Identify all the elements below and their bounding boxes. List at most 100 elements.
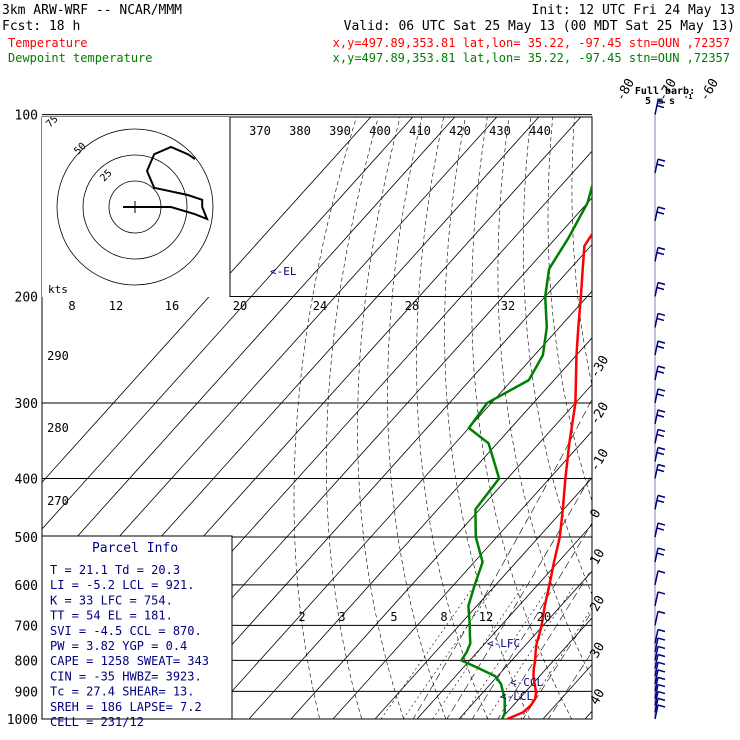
isotherm-label: 10 [587, 547, 608, 568]
wind-barb [654, 494, 666, 510]
theta-label: 290 [47, 349, 69, 363]
pressure-tick-label: 700 [15, 619, 38, 634]
wind-barb [654, 669, 666, 685]
dewpoint-location: x,y=497.89,353.81 lat,lon= 35.22, -97.45… [333, 51, 730, 65]
pressure-tick-label: 800 [15, 654, 38, 669]
wind-barb [654, 591, 666, 607]
wind-barb [654, 637, 666, 653]
valid-time: Valid: 06 UTC Sat 25 May 13 (00 MDT Sat … [344, 19, 735, 34]
dry-adiabat-line [618, 115, 740, 732]
parcel-info-row: CIN = -35 HWBZ= 3923. [50, 669, 202, 683]
pressure-tick-label: 400 [15, 472, 38, 487]
hodograph-axis-label: 8 [68, 299, 75, 313]
theta-label: 400 [369, 124, 391, 138]
parcel-info-row: K = 33 LFC = 754. [50, 593, 173, 607]
isotherm-line [42, 117, 414, 530]
theta-label: 410 [409, 124, 431, 138]
mixing-ratio-label: 2 [298, 610, 305, 624]
wind-barb [654, 409, 666, 425]
pressure-tick-label: 300 [15, 397, 38, 412]
hodograph-units: kts [48, 283, 68, 296]
isotherm-line [500, 617, 592, 719]
isotherm-label: -20 [587, 400, 612, 428]
moist-adiabat-line [446, 473, 592, 719]
mixing-ratio-label: 8 [440, 610, 447, 624]
dry-adiabat-line [662, 115, 740, 732]
wind-barb [654, 610, 666, 626]
mixing-ratio-line [380, 584, 476, 719]
dry-adiabat-line [444, 117, 531, 719]
wind-barb [654, 690, 666, 706]
wind-barb [654, 99, 666, 115]
wind-barb [654, 158, 666, 174]
temperature-profile [506, 231, 592, 719]
hodograph-axis-label: 28 [405, 299, 419, 313]
isotherm-line [290, 383, 592, 719]
wind-barb [654, 522, 666, 538]
barb-key-sup: -1 [684, 93, 692, 101]
moist-adiabat-line [471, 522, 592, 719]
isotherm-line [627, 115, 740, 719]
theta-label: 270 [47, 494, 69, 508]
parcel-info-row: CAPE = 1258 SWEAT= 343 [50, 654, 209, 668]
theta-label: 420 [449, 124, 471, 138]
temperature-location: x,y=497.89,353.81 lat,lon= 35.22, -97.45… [333, 36, 730, 50]
parcel-info-row: LI = -5.2 LCL = 921. [50, 578, 195, 592]
hodograph-ring [56, 128, 214, 286]
moist-adiabat-line [412, 398, 592, 719]
parcel-info-row: Tc = 27.4 SHEAR= 13. [50, 685, 195, 699]
pressure-tick-label: 500 [15, 531, 38, 546]
mixing-ratio-label: 5 [390, 610, 397, 624]
dry-adiabat-line [293, 117, 357, 719]
dry-adiabat-line [357, 117, 405, 719]
theta-label: 370 [249, 124, 271, 138]
wind-barb [654, 206, 666, 222]
dewpoint-profile [460, 181, 592, 719]
wind-barb [654, 628, 666, 644]
isotherm-label: 40 [587, 687, 608, 708]
hodograph-ring [82, 154, 188, 260]
dry-adiabat-line [387, 117, 447, 719]
moist-adiabat-line [547, 651, 592, 719]
wind-barb [654, 570, 666, 586]
isotherm-line [458, 570, 592, 719]
isotherm-line [206, 290, 592, 719]
isotherm-label: -60 [697, 76, 722, 104]
theta-label: 380 [289, 124, 311, 138]
wind-barb [654, 683, 666, 699]
isotherm-line [248, 337, 592, 719]
pressure-tick-label: 200 [15, 291, 38, 306]
moist-adiabat-line [497, 567, 592, 719]
wind-barb [654, 547, 666, 563]
wind-barb [654, 365, 666, 381]
wind-barb [654, 446, 666, 462]
hodograph-axis-label: 20 [233, 299, 247, 313]
dry-adiabat-line [547, 117, 592, 502]
wind-barb [654, 463, 666, 479]
wind-barb [654, 312, 666, 328]
dry-adiabat-line [727, 115, 740, 732]
theta-label: 430 [489, 124, 511, 138]
model-title: 3km ARW-WRF -- NCAR/MMM [2, 3, 182, 18]
lcl-marker: <-LCL [500, 690, 533, 703]
mixing-ratio-label: 20 [537, 610, 551, 624]
el-marker: <-EL [270, 265, 297, 278]
mixing-ratio-line [520, 607, 592, 719]
dry-adiabat-line [471, 117, 573, 719]
init-time: Init: 12 UTC Fri 24 May 13 [532, 3, 736, 18]
theta-label: 440 [529, 124, 551, 138]
wind-barb [654, 246, 666, 262]
wind-barb [654, 340, 666, 356]
hodograph-axis-label: 12 [109, 299, 123, 313]
dry-adiabat-line [595, 115, 740, 732]
hodograph-trace [123, 145, 209, 221]
isotherm-line [669, 115, 740, 719]
parcel-info-panel [41, 535, 233, 720]
isotherm-label: -80 [613, 76, 638, 104]
wind-barb [654, 388, 666, 404]
mixing-ratio-label: 12 [479, 610, 493, 624]
wind-barb [654, 697, 666, 713]
parcel-info-row: SVI = -4.5 CCL = 870. [50, 624, 202, 638]
mixing-ratio-label: 3 [338, 610, 345, 624]
